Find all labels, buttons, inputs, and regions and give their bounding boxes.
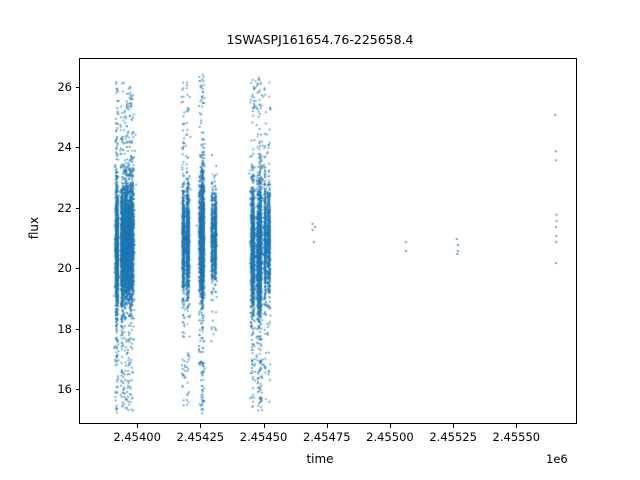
y-tick-label: 26 <box>57 79 72 94</box>
x-tick-mark <box>453 424 455 428</box>
x-tick-mark <box>200 424 202 428</box>
y-tick-mark <box>75 207 79 209</box>
x-tick-label: 2.45550 <box>492 430 541 444</box>
y-tick-mark <box>75 86 79 88</box>
y-axis-tick-labels: 16 18 20 22 24 26 <box>11 58 72 424</box>
x-axis-offset-label: 1e6 <box>546 452 568 466</box>
x-tick-mark <box>516 424 518 428</box>
x-axis-tick-labels: 2.45400 2.45425 2.45450 2.45475 2.45500 2.455… <box>0 430 640 446</box>
x-tick-mark <box>263 424 265 428</box>
x-axis-label: time <box>306 452 334 466</box>
x-tick-mark <box>137 424 139 428</box>
x-tick-label: 2.45425 <box>176 430 225 444</box>
x-tick-label: 2.45400 <box>113 430 161 444</box>
y-tick-label: 18 <box>57 321 72 336</box>
y-tick-label: 20 <box>57 261 72 276</box>
x-tick-mark <box>326 424 328 428</box>
x-tick-label: 2.45525 <box>429 430 477 444</box>
y-tick-label: 22 <box>57 200 72 215</box>
y-tick-label: 24 <box>57 140 72 155</box>
y-axis-label: flux <box>27 216 41 240</box>
y-tick-mark <box>75 147 79 149</box>
x-tick-mark <box>389 424 392 428</box>
y-tick-mark <box>75 328 79 330</box>
y-tick-label: 16 <box>57 382 72 397</box>
y-tick-mark <box>75 389 79 391</box>
x-tick-label: 2.45475 <box>302 430 351 444</box>
scatter-plot-canvas <box>80 59 576 423</box>
x-tick-label: 2.45450 <box>239 430 288 444</box>
x-tick-label: 2.45500 <box>366 430 414 444</box>
chart-title: 1SWASPJ161654.76-225658.4 <box>226 32 414 47</box>
y-tick-mark <box>75 268 79 270</box>
plot-axes-frame <box>79 58 577 424</box>
